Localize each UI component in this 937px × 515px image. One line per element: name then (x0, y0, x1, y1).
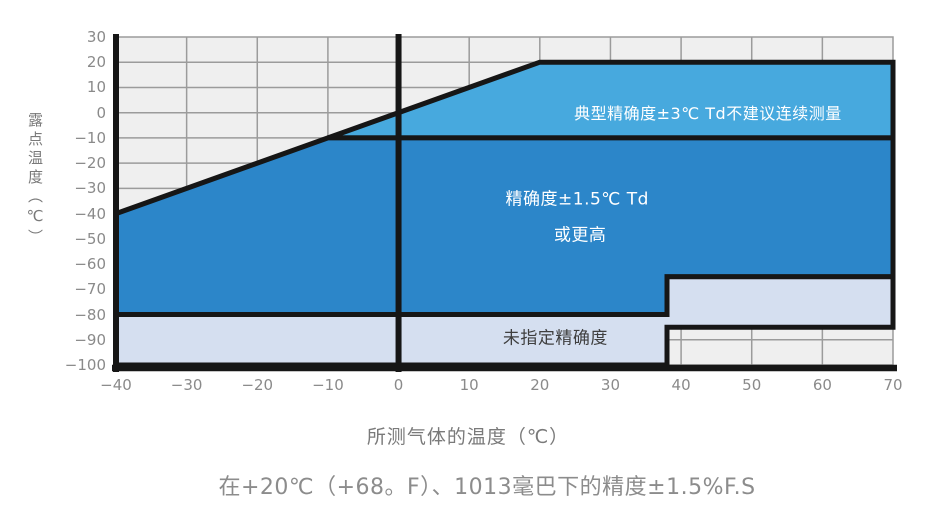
x-tick-label: −40 (100, 376, 132, 394)
x-tick-label: 40 (671, 376, 691, 394)
label-unspecified-accuracy: 未指定精确度 (502, 328, 608, 349)
y-tick-label: −70 (74, 280, 106, 299)
label-high-accuracy-line2: 或更高 (553, 225, 607, 246)
y-tick-label: 30 (86, 28, 106, 46)
x-axis-title: 所测气体的温度（℃） (366, 426, 570, 448)
y-tick-label: 0 (96, 103, 106, 122)
y-tick-label: −40 (74, 204, 106, 223)
x-tick-label: 20 (530, 376, 550, 394)
label-typical-accuracy: 典型精确度±3℃ Td不建议连续测量 (574, 103, 842, 123)
y-tick-label: −100 (64, 356, 106, 374)
y-tick-label: −60 (74, 255, 106, 274)
y-tick-label: −50 (74, 229, 106, 248)
x-tick-label: −30 (170, 376, 203, 394)
x-tick-label: −10 (312, 376, 344, 394)
y-axis-title: 露点温度（℃） (26, 112, 44, 248)
y-tick-label: 20 (86, 53, 106, 72)
y-tick-label: 10 (86, 78, 106, 97)
x-tick-label: 60 (812, 376, 832, 394)
x-tick-label: 10 (459, 376, 479, 394)
x-tick-label: 70 (883, 376, 903, 394)
y-tick-label: −10 (74, 128, 106, 147)
x-tick-label: 50 (742, 376, 762, 394)
y-tick-label: −20 (74, 154, 106, 173)
x-tick-label: 30 (600, 376, 620, 394)
y-tick-label: −90 (74, 330, 106, 349)
x-tick-label: −20 (241, 376, 274, 394)
chart-caption: 在+20℃（+68。F）、1013毫巴下的精度±1.5%F.S (218, 475, 756, 500)
y-tick-label: −80 (74, 305, 106, 324)
y-tick-label: −30 (74, 179, 106, 198)
x-tick-label: 0 (393, 376, 404, 394)
label-high-accuracy-line1: 精确度±1.5℃ Td (505, 189, 649, 210)
